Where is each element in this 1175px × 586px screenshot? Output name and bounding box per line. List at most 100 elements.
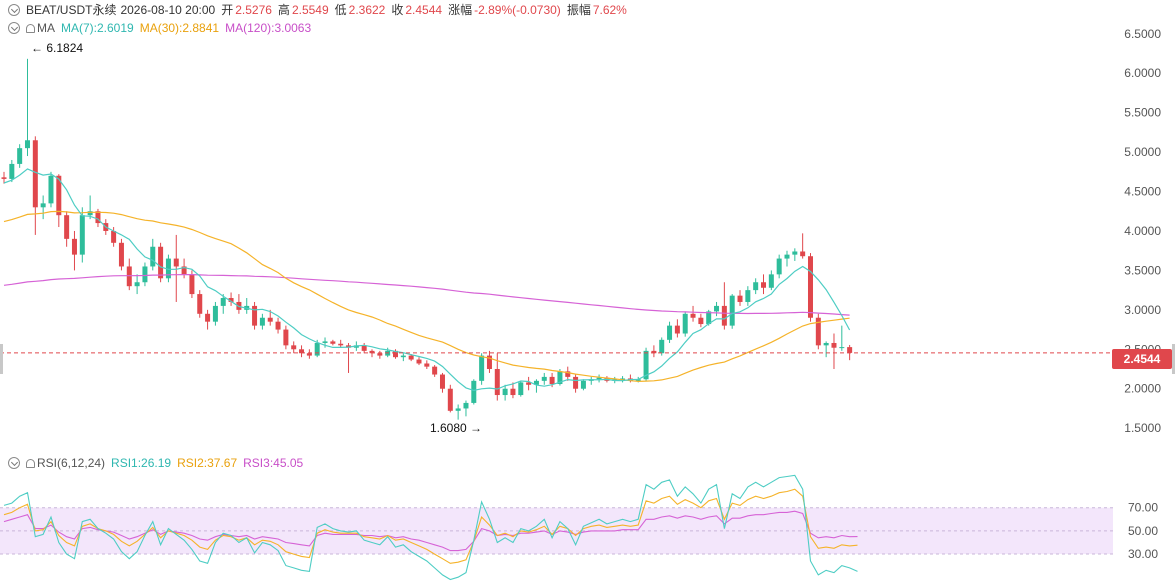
left-scroll-handle[interactable] [0,344,3,374]
candle-body [416,359,422,364]
candle-body [400,355,406,358]
candle [690,305,696,322]
candle [64,211,70,247]
candle [330,339,336,346]
candle [573,374,579,393]
candle [792,248,798,261]
candle-body [831,342,837,348]
candle-body [314,342,320,356]
candle-body [181,266,187,275]
candle-body [118,242,124,267]
close-value: 2.4544 [405,3,443,17]
candle-body [17,148,23,164]
right-scroll-handle[interactable] [1172,344,1175,374]
high-label: 高 [277,3,290,17]
candle-body [48,175,54,204]
candle [424,360,430,370]
candle-body [205,313,211,322]
ma-header: MA MA(7):2.6019 MA(30):2.8841 MA(120):3.006… [8,21,317,35]
candle-body [737,295,743,302]
candle-body [533,380,539,385]
candle-body [800,251,806,257]
candle-body [197,294,203,314]
price-tick-label: 3.5000 [1124,263,1161,277]
candle-body [706,311,712,325]
candle-body [283,329,289,346]
candle-body [729,295,735,326]
candle [479,353,485,385]
candle [800,233,806,259]
candle [471,379,477,405]
ma7-value: MA(7):2.6019 [61,21,134,35]
candle [831,333,837,370]
candle-body [494,369,500,396]
collapse-icon[interactable] [8,457,20,469]
ma30-value: MA(30):2.8841 [139,21,220,35]
candle [150,238,156,271]
candle [142,262,148,287]
candle [267,309,273,326]
candle-body [761,282,767,288]
candle-body [306,353,312,356]
candle [79,207,85,263]
candle-body [455,408,461,411]
candle-body [56,175,62,216]
candle [361,342,367,354]
candle-body [95,211,101,224]
candle-body [784,254,790,259]
ma-label: MA [37,21,55,35]
ma120-line [3,274,850,316]
alert-icon[interactable] [26,24,35,33]
candle [776,254,782,279]
candle-body [651,350,657,354]
candle-body [158,246,164,279]
candle [682,311,688,337]
candle-body [9,163,15,179]
ohlc-header: BEAT/USDT永续 2026-08-10 20:00 开 2.5276 高 2.554… [8,3,633,17]
price-tick-label: 4.5000 [1124,185,1161,199]
high-marker: ← 6.1824 [31,41,84,55]
candle-body [815,317,821,346]
candle-body [220,298,226,306]
candle [338,339,344,348]
candle [118,238,124,271]
candle-body [111,230,117,243]
collapse-icon[interactable] [8,4,20,16]
candle [259,313,265,330]
ma120-value: MA(120):3.0063 [225,21,312,35]
candle [32,136,38,235]
candle-body [807,256,813,318]
candle-body [259,317,265,326]
alert-icon[interactable] [26,459,35,468]
candle-body [267,317,273,322]
candle [228,292,234,306]
candle-body [510,388,516,396]
candle-body [64,215,70,239]
candle [275,317,281,334]
candle [111,227,117,247]
candle [134,274,140,295]
candle [596,374,602,383]
price-tick-label: 1.5000 [1124,421,1161,435]
candle [87,195,93,220]
candle [197,290,203,318]
candle [518,380,524,397]
rsi-layer [0,474,1113,581]
candle-body [573,376,579,389]
candle-body [1,177,7,179]
low-marker-value: 1.6080 [430,421,467,435]
symbol-label: BEAT/USDT永续 [26,3,117,17]
candle [322,337,328,348]
candle-body [557,371,563,384]
candle [729,294,735,329]
candle [698,313,704,328]
candle [212,301,218,326]
candle-body [330,341,336,344]
candle [737,290,743,306]
price-tick-label: 2.0000 [1124,382,1161,396]
datetime-label: 2026-08-10 20:00 [120,3,216,17]
collapse-icon[interactable] [8,22,20,34]
candle [56,174,62,228]
candle-body [549,376,555,384]
